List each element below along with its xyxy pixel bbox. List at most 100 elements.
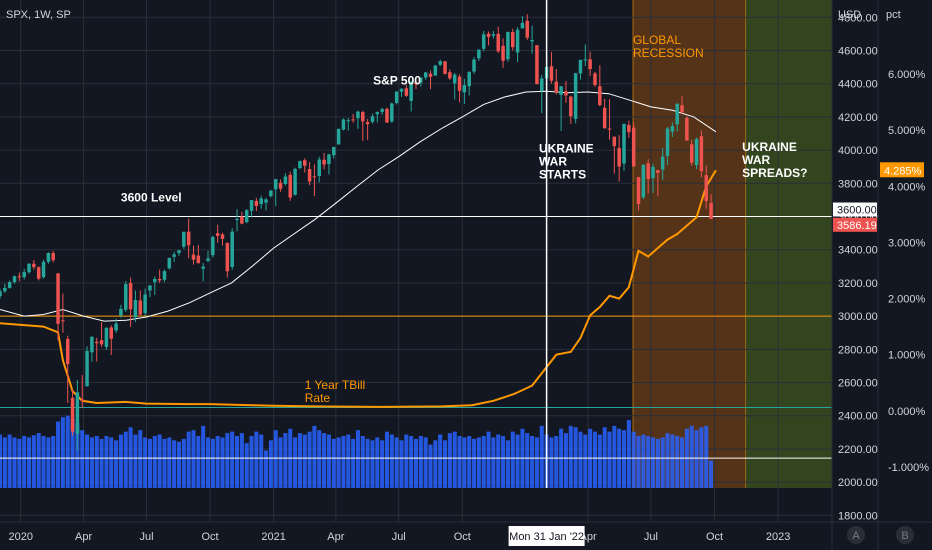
candle (322, 152, 326, 170)
candle (631, 122, 636, 167)
volume-bar (694, 430, 699, 488)
volume-bar (104, 435, 109, 488)
volume-bar (472, 438, 477, 488)
candle-body (520, 22, 525, 29)
price-tick-label: 4400.00 (838, 79, 878, 91)
volume-bar (351, 438, 356, 488)
volume-bar (254, 431, 259, 488)
candle-body (46, 253, 51, 262)
candle (660, 148, 665, 181)
volume-bar (660, 437, 665, 488)
volume-bar (428, 444, 433, 488)
candle-body (394, 91, 399, 103)
volume-bar (75, 422, 80, 488)
volume-bar (525, 433, 530, 488)
candle-body (220, 234, 225, 239)
candle-body (481, 34, 486, 49)
volume-bar (7, 434, 12, 488)
volume-bar (515, 434, 520, 488)
candle-body (680, 105, 684, 113)
volume-bar (326, 434, 331, 488)
candle-body (182, 231, 186, 247)
candle-body (525, 20, 529, 38)
candle (438, 59, 442, 67)
candle-body (356, 111, 360, 119)
volume-bar (442, 440, 448, 488)
candle-body (41, 261, 46, 278)
x-tick-label: Oct (202, 531, 219, 543)
candle-body (559, 86, 563, 95)
volume-bar (709, 460, 714, 488)
candle (90, 336, 94, 362)
candle (46, 252, 51, 264)
candle-body (167, 257, 172, 269)
candle (273, 178, 278, 207)
candle (433, 64, 438, 77)
volume-bar (186, 431, 191, 488)
candle (573, 72, 578, 124)
candle (36, 266, 41, 281)
volume-bar (293, 437, 298, 488)
volume-bar (2, 437, 7, 488)
price-tick-label: 3200.00 (838, 278, 878, 290)
candle (685, 116, 689, 141)
volume-bar (196, 435, 201, 488)
candle-body (293, 168, 297, 195)
candle-body (346, 120, 351, 122)
candle (201, 263, 205, 282)
candle (651, 163, 655, 193)
candle (104, 326, 109, 350)
candle-body (530, 40, 534, 42)
candle-body (288, 174, 292, 198)
candle-body (206, 258, 210, 261)
candle-body (593, 73, 597, 86)
price-tick-label: 4600.00 (838, 45, 878, 57)
candle (109, 325, 113, 355)
candle-body (148, 285, 152, 291)
candle-body (133, 300, 138, 318)
candle-body (327, 154, 331, 165)
candle (153, 276, 157, 296)
candle (80, 375, 84, 408)
candle-body (65, 338, 70, 365)
volume-bar (413, 438, 419, 488)
rate-tick-label: 3.000% (888, 237, 926, 249)
candle (689, 139, 694, 166)
rate-tick-label: 0.000% (888, 406, 926, 418)
candle (554, 68, 559, 95)
annotation-text: S&P 500 (373, 74, 421, 88)
candle-body (283, 176, 288, 184)
price-tick-label: 3000.00 (838, 311, 878, 323)
volume-bar (665, 433, 670, 488)
candle-body (143, 294, 147, 314)
candle-body (332, 146, 336, 156)
price-tick-label: 4000.00 (838, 145, 878, 157)
symbol-label: SPX, 1W, SP (6, 9, 71, 21)
volume-bar (297, 433, 302, 488)
candle (7, 280, 12, 289)
rate-tick-label: 1.000% (888, 350, 926, 362)
volume-bar (205, 437, 211, 488)
annotation-text: WAR (539, 155, 567, 169)
candle-body (477, 49, 481, 59)
volume-bar (94, 435, 99, 488)
candle-body (370, 116, 375, 122)
volume-bar (26, 437, 32, 488)
candle-body (7, 282, 12, 288)
candle-body (515, 29, 520, 53)
candle (283, 173, 288, 186)
candle (99, 321, 104, 347)
candle-body (249, 200, 254, 211)
candle (375, 111, 380, 123)
candle (167, 257, 172, 270)
candle (341, 118, 346, 131)
candle (540, 74, 544, 114)
candle (17, 272, 22, 282)
candle (423, 72, 428, 80)
volume-bar (36, 433, 41, 488)
volume-bar (167, 437, 172, 488)
candle (564, 81, 568, 103)
candle (394, 90, 399, 105)
candle (462, 78, 467, 104)
